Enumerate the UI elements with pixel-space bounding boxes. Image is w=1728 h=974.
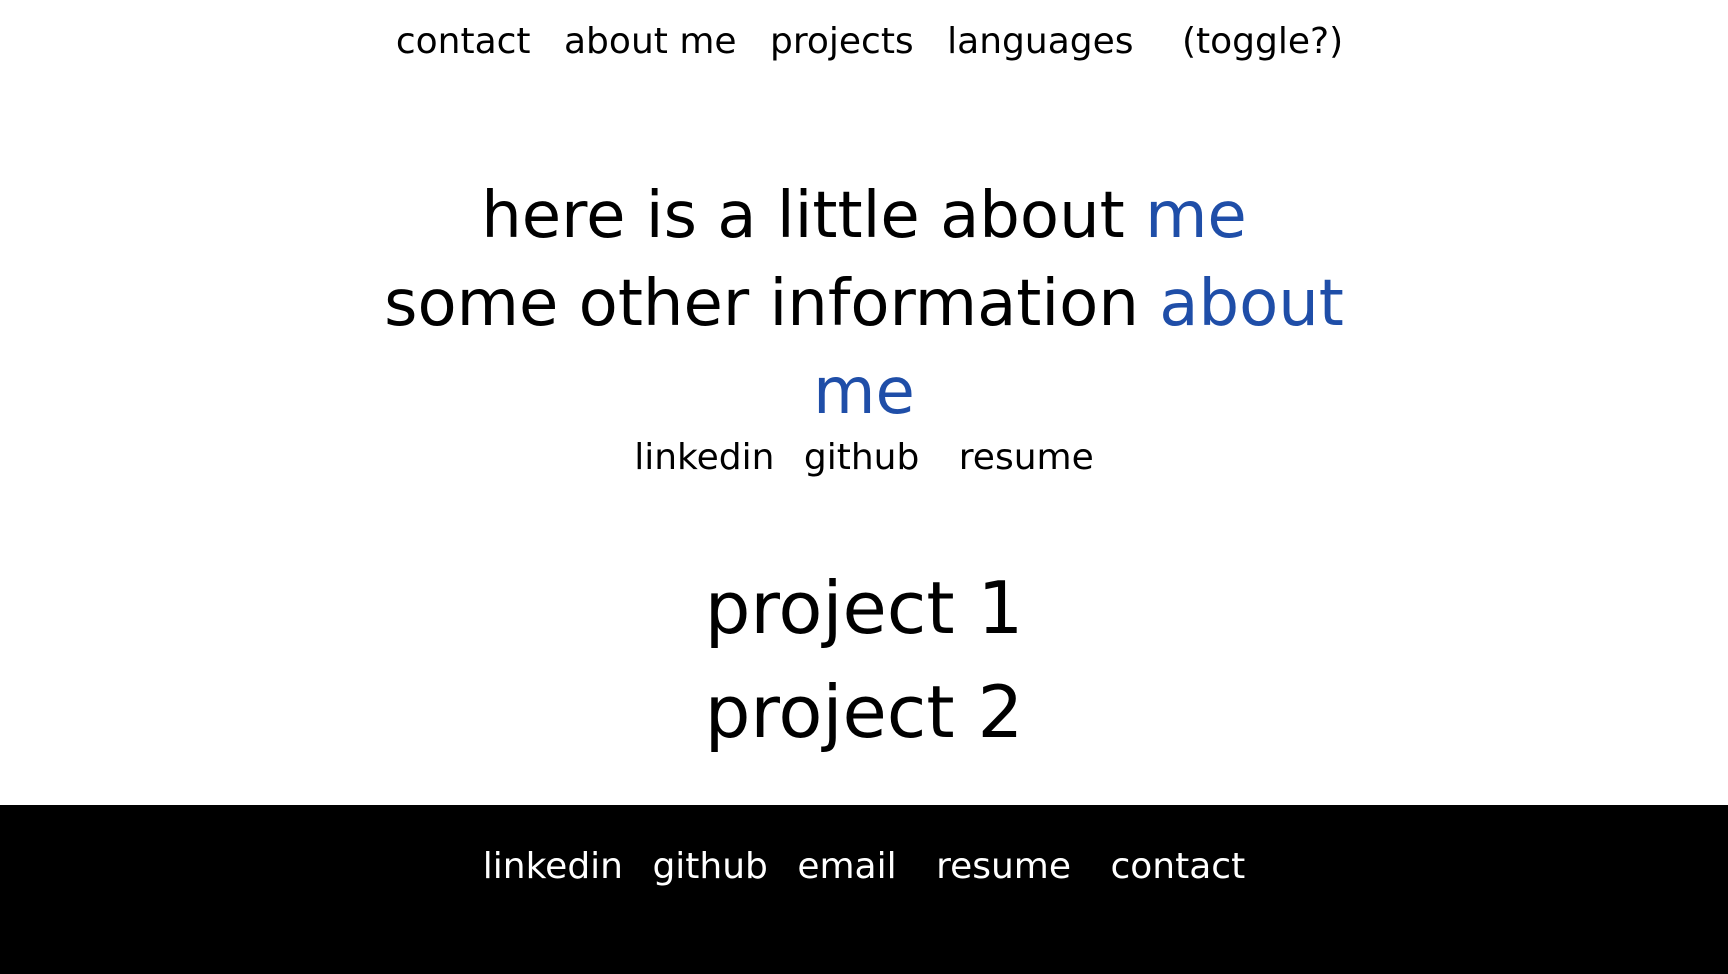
top-nav: contact about me projects languages (tog… (0, 16, 1728, 68)
intro-line-2: some other information about me (380, 260, 1348, 436)
footer-links: linkedin github email resume contact (0, 841, 1728, 893)
footer-github-link[interactable]: github (652, 846, 768, 887)
linkedin-link[interactable]: linkedin (634, 437, 775, 478)
github-link[interactable]: github (803, 437, 920, 478)
footer-resume-link[interactable]: resume (936, 846, 1072, 887)
intro-line-1-text: here is a little about (481, 179, 1146, 253)
social-links: linkedin github resume (0, 432, 1728, 484)
intro-line-1-accent: me (1145, 179, 1247, 253)
project-2-link[interactable]: project 2 (704, 670, 1024, 754)
intro-section: here is a little about me some other inf… (380, 172, 1348, 436)
projects-section: project 1 project 2 (0, 556, 1728, 764)
resume-link[interactable]: resume (958, 437, 1094, 478)
project-1-link[interactable]: project 1 (704, 566, 1024, 650)
footer-email-link[interactable]: email (797, 846, 897, 887)
nav-about-me-link[interactable]: about me (564, 21, 737, 62)
nav-contact-link[interactable]: contact (395, 21, 531, 62)
theme-toggle[interactable]: (toggle?) (1181, 21, 1344, 62)
intro-line-1: here is a little about me (380, 172, 1348, 260)
nav-languages-link[interactable]: languages (947, 21, 1134, 62)
intro-line-2-text: some other information (384, 267, 1160, 341)
footer-contact-link[interactable]: contact (1110, 846, 1246, 887)
nav-projects-link[interactable]: projects (769, 21, 914, 62)
footer-linkedin-link[interactable]: linkedin (482, 846, 623, 887)
intro-line-2-accent: about me (813, 267, 1344, 429)
footer: linkedin github email resume contact (0, 805, 1728, 974)
